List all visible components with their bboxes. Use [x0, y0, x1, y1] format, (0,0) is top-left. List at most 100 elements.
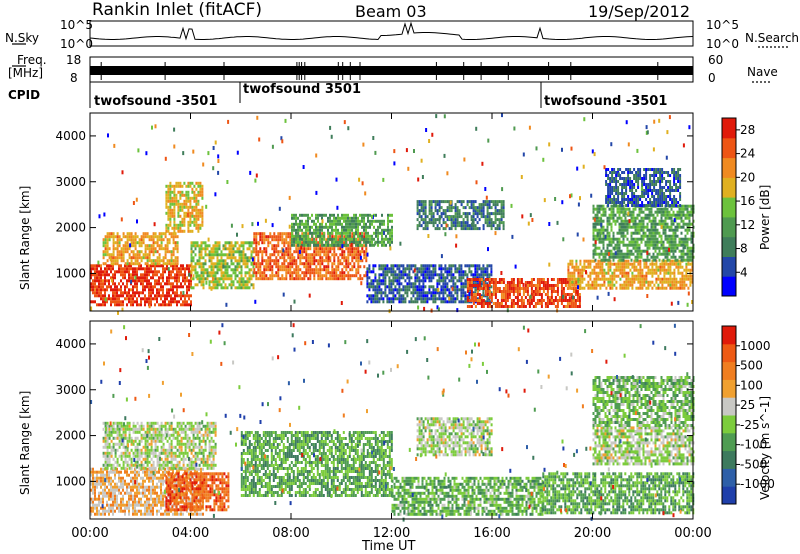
nsearch-label: N.Search: [745, 31, 800, 45]
cpid-segment-1: twofsound -3501: [94, 94, 218, 109]
cbar-tick-label: 28: [740, 123, 755, 137]
colorbar-swatch: [722, 486, 736, 505]
colorbar-swatch: [722, 379, 736, 398]
y-tick-label: 1000: [55, 266, 86, 280]
scatter-region-6: [416, 417, 493, 457]
freq-label-line2: [MHz]: [8, 66, 44, 80]
cbar-tick-label: 12: [740, 218, 755, 232]
scatter-region-7: [542, 472, 695, 515]
power-colorbar: 4 8 12 16 20 24 28: [721, 117, 755, 297]
colorbar-swatch: [722, 432, 736, 452]
station-title: Rankin Inlet (fitACF): [92, 0, 263, 20]
x-tick-label: 04:00: [172, 526, 209, 541]
colorbar-swatch: [722, 177, 736, 198]
sparse-echoes: [90, 323, 689, 522]
nsky-panel: [89, 20, 694, 47]
time-xlabel: Time UT: [362, 539, 416, 554]
nave-tick-top: 60: [708, 53, 724, 67]
scatter-region-8: [416, 200, 505, 231]
nsky-tick-bottom: 10^0: [60, 37, 93, 51]
velocity-colorbar: 1000 500 100 25 -25 -100 -500 -1000: [721, 325, 775, 505]
cbar-tick-label: -100: [740, 438, 767, 452]
date-label: 19/Sep/2012: [588, 2, 691, 21]
power-cbar-label: Power [dB]: [758, 184, 772, 250]
colorbar-swatch: [722, 343, 736, 363]
cbar-tick-label: 24: [740, 147, 755, 161]
x-tick-label: 20:00: [574, 526, 611, 541]
scatter-region-10: [567, 259, 694, 290]
power-ylabel: Slant Range [km]: [18, 185, 32, 290]
scatter-region-1: [90, 264, 192, 307]
cbar-tick-label: 20: [740, 170, 755, 184]
cbar-tick-label: 16: [740, 194, 755, 208]
colorbar-swatch: [722, 157, 736, 178]
cpid-label: CPID: [8, 88, 41, 102]
cbar-tick-label: -1000: [740, 477, 775, 491]
cbar-tick-label: 8: [740, 242, 748, 256]
scatter-region-9: [592, 376, 695, 427]
x-tick-label: 12:00: [373, 526, 410, 541]
y-tick-label: 2000: [55, 221, 86, 235]
scatter-region-4: [240, 431, 393, 497]
cpid-segment-2: twofsound 3501: [243, 82, 362, 97]
colorbar-swatch: [722, 236, 736, 257]
cbar-tick-label: 4: [740, 265, 748, 279]
colorbar-swatch: [722, 276, 736, 297]
colorbar-swatch: [722, 415, 736, 434]
scatter-region-5: [391, 476, 544, 516]
x-tick-label: 00:00: [674, 526, 711, 541]
cbar-tick-label: 1000: [740, 339, 771, 353]
colorbar-swatch: [722, 137, 736, 159]
y-tick-label: 4000: [55, 129, 86, 143]
scatter-region-4: [190, 241, 255, 290]
nsearch-tick-bottom: 10^0: [706, 37, 739, 51]
scatter-region-3: [165, 181, 204, 233]
velocity-heatmap-panel: 1000 2000 3000 4000: [55, 320, 695, 522]
cpid-segment-3: twofsound -3501: [544, 94, 668, 109]
nave-tick-bottom: 0: [708, 71, 716, 85]
cbar-tick-label: -25: [740, 418, 760, 432]
y-tick-label: 1000: [55, 474, 86, 488]
y-tick-label: 4000: [55, 337, 86, 351]
y-tick-label: 3000: [55, 383, 86, 397]
cbar-tick-label: -500: [740, 457, 767, 471]
colorbar-swatch: [722, 468, 736, 487]
y-tick-label: 2000: [55, 429, 86, 443]
colorbar-swatch: [722, 397, 736, 416]
velocity-cbar-label: Velocity [m s^-1]: [758, 395, 772, 500]
nsearch-tick-top: 10^5: [706, 18, 739, 32]
cbar-tick-label: 25: [740, 398, 755, 412]
freq-tick-bottom: 8: [70, 71, 78, 85]
scatter-region-6: [291, 213, 393, 247]
freq-panel: [89, 56, 694, 83]
cbar-tick-label: 500: [740, 359, 763, 373]
nsky-tick-top: 10^5: [60, 18, 93, 32]
colorbar-swatch: [722, 256, 736, 277]
cbar-tick-label: 100: [740, 378, 763, 392]
freq-label-line1: Freq.: [17, 53, 47, 67]
scatter-region-12: [605, 168, 682, 207]
nsky-label: N.Sky: [5, 31, 40, 45]
colorbar-swatch: [722, 197, 736, 218]
colorbar-swatch: [722, 450, 736, 469]
nsky-trace-line: [89, 21, 694, 41]
nave-label: Nave: [747, 65, 778, 79]
colorbar-swatch: [722, 216, 736, 238]
beam-label: Beam 03: [355, 2, 427, 21]
x-tick-label: 00:00: [71, 526, 108, 541]
freq-tick-top: 18: [66, 53, 82, 67]
y-tick-label: 3000: [55, 175, 86, 189]
colorbar-swatch: [722, 118, 736, 139]
velocity-ylabel: Slant Range [km]: [18, 390, 32, 495]
scatter-region-2: [102, 232, 179, 266]
cpid-panel: [89, 82, 542, 108]
scatter-region-9: [466, 278, 581, 308]
x-tick-label: 08:00: [272, 526, 309, 541]
colorbar-swatch: [722, 361, 736, 380]
power-heatmap-panel: 1000 2000 3000 4000: [55, 112, 695, 315]
time-axis: 00:00 04:00 08:00 12:00 16:00 20:00 00:00: [71, 526, 711, 541]
sparse-echoes: [90, 113, 694, 315]
x-tick-label: 16:00: [473, 526, 510, 541]
